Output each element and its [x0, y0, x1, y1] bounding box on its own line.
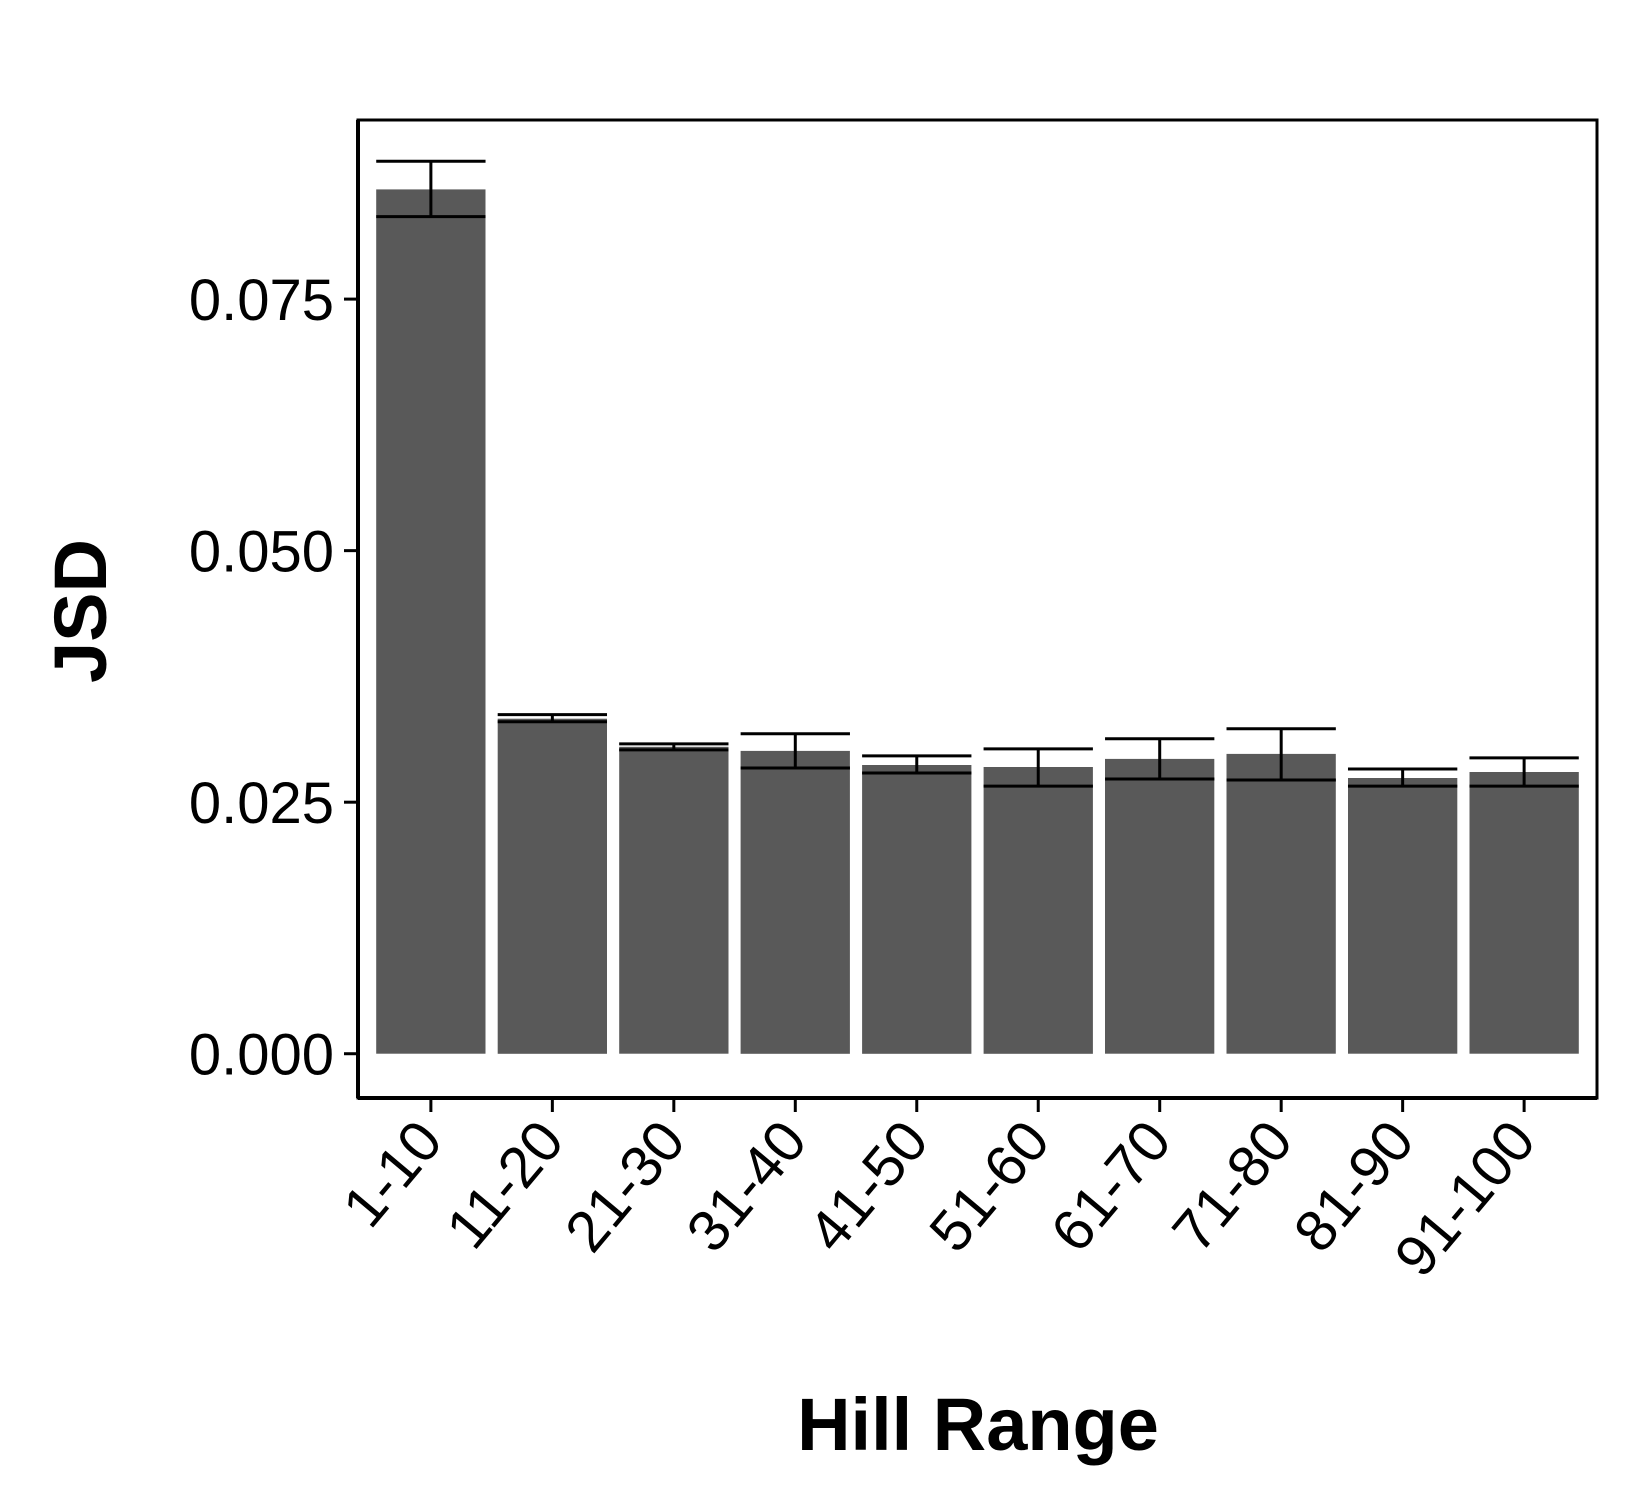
x-axis: 1-1011-2021-3031-4041-5051-6061-7071-808…: [330, 1096, 1597, 1289]
bar-71-80: [1226, 753, 1336, 1054]
x-tick-label-51-60: 51-60: [917, 1109, 1062, 1264]
error-bar-71-80: [1226, 727, 1336, 782]
bar-61-70: [1105, 758, 1215, 1054]
y-tick-label-0.050: 0.050: [189, 520, 334, 585]
bar-91-100: [1469, 772, 1579, 1054]
bar-51-60: [983, 767, 1093, 1054]
error-bar-21-30: [619, 742, 729, 752]
bar-31-40: [740, 750, 850, 1054]
error-bar-41-50: [862, 754, 972, 775]
y-axis-title: JSD: [39, 539, 122, 683]
x-tick-label-61-70: 61-70: [1039, 1109, 1184, 1264]
error-bar-81-90: [1347, 767, 1458, 788]
error-bar-61-70: [1105, 737, 1215, 781]
bar-81-90: [1348, 778, 1458, 1054]
error-bar-51-60: [983, 747, 1093, 788]
x-tick-label-11-20: 11-20: [434, 1109, 576, 1261]
x-tick-label-21-30: 21-30: [553, 1109, 698, 1264]
y-tick-label-0.025: 0.025: [189, 771, 334, 836]
bar-41-50: [862, 765, 972, 1054]
x-tick-label-71-80: 71-80: [1160, 1109, 1305, 1264]
bars-layer: [376, 189, 1579, 1054]
error-bar-31-40: [740, 732, 850, 770]
bar-11-20: [497, 718, 607, 1054]
error-bar-11-20: [497, 713, 608, 724]
bar-1-10: [376, 189, 486, 1054]
y-tick-label-0.000: 0.000: [189, 1023, 334, 1088]
x-tick-label-31-40: 31-40: [674, 1109, 819, 1264]
error-bar-91-100: [1469, 756, 1579, 788]
y-axis: 0.000 0.025 0.050 0.075: [189, 120, 360, 1098]
y-tick-label-0.075: 0.075: [189, 268, 334, 333]
bar-21-30: [619, 746, 729, 1054]
error-bar-1-10: [376, 159, 486, 219]
error-bars-layer: [376, 159, 1579, 788]
x-axis-title: Hill Range: [797, 1383, 1159, 1466]
x-tick-label-41-50: 41-50: [796, 1109, 941, 1264]
